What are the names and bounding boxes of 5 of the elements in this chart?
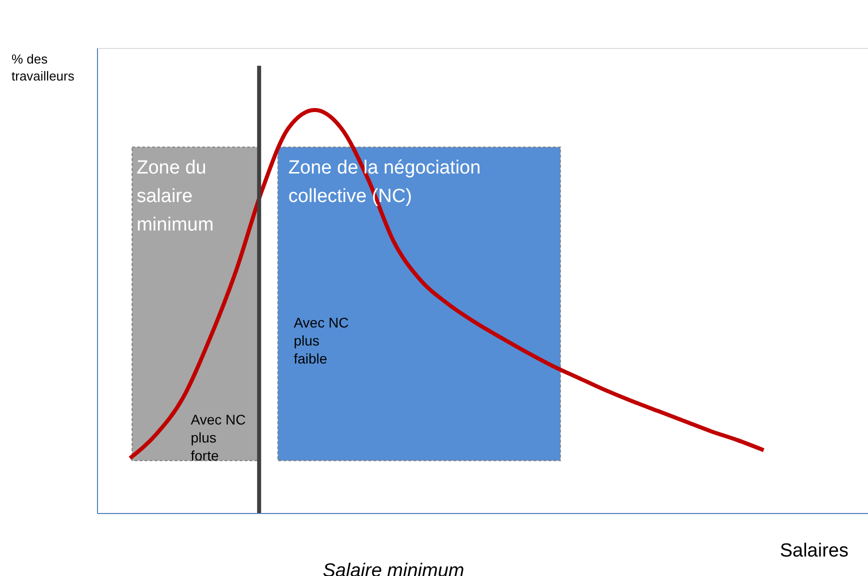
x-axis-title: Salaires: [780, 540, 848, 562]
annotation: Avec NC plus forte: [190, 411, 246, 464]
annotation: Zone du salaire minimum: [136, 157, 214, 236]
y-axis-title: % des travailleurs: [12, 52, 75, 84]
annotation: Avec NC plus faible: [294, 314, 349, 367]
